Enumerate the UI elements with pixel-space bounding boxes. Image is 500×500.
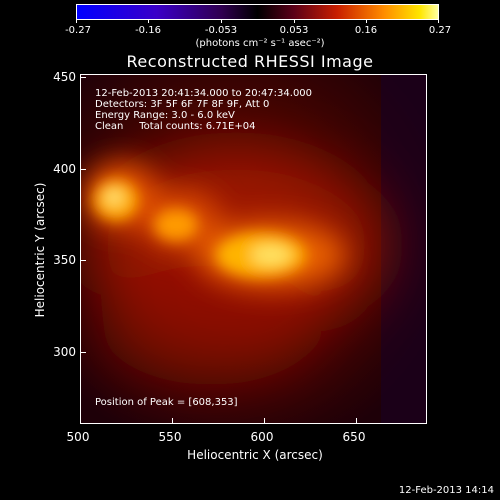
time-range: 12-Feb-2013 20:41:34.000 to 20:47:34.000 — [95, 88, 313, 99]
x-tick-label: 550 — [158, 430, 182, 444]
x-axis-label: Heliocentric X (arcsec) — [187, 448, 323, 462]
colorbar-tick — [366, 19, 367, 23]
x-tick — [264, 418, 265, 424]
colorbar-tick — [294, 19, 295, 23]
x-tick-label: 500 — [66, 430, 90, 444]
x-tick — [80, 418, 81, 424]
y-tick — [80, 77, 86, 78]
colorbar-label: -0.053 — [204, 25, 238, 36]
y-tick-label: 450 — [53, 70, 76, 84]
rhessi-image: 12-Feb-2013 20:41:34.000 to 20:47:34.000… — [80, 74, 427, 424]
y-tick — [80, 352, 86, 353]
colorbar-units: (photons cm⁻² s⁻¹ asec⁻²) — [195, 38, 325, 49]
x-tick — [172, 418, 173, 424]
colorbar-label: -0.16 — [135, 25, 161, 36]
clean-info: Clean Total counts: 6.71E+04 — [95, 121, 256, 132]
y-tick — [80, 169, 86, 170]
colorbar-tick — [148, 19, 149, 23]
x-tick-label: 650 — [342, 430, 366, 444]
detectors-info: Detectors: 3F 5F 6F 7F 8F 9F, Att 0 — [95, 99, 270, 110]
colorbar-label: 0.27 — [428, 25, 452, 36]
colorbar-tick — [438, 19, 439, 23]
peak-position: Position of Peak = [608,353] — [95, 397, 238, 408]
energy-range: Energy Range: 3.0 - 6.0 keV — [95, 110, 235, 121]
colorbar-tick — [221, 19, 222, 23]
y-tick-label: 400 — [53, 162, 76, 176]
y-tick — [80, 260, 86, 261]
colorbar — [76, 4, 439, 20]
y-tick-label: 300 — [53, 345, 76, 359]
y-axis-label: Heliocentric Y (arcsec) — [33, 182, 47, 318]
flare-image — [81, 75, 426, 423]
y-tick-label: 350 — [53, 253, 76, 267]
colorbar-label: 0.053 — [279, 25, 309, 36]
colorbar-tick — [76, 19, 77, 23]
footer-timestamp: 12-Feb-2013 14:14 — [398, 485, 494, 496]
x-tick-label: 600 — [250, 430, 274, 444]
colorbar-label: 0.16 — [354, 25, 378, 36]
image-title: Reconstructed RHESSI Image — [126, 52, 374, 71]
x-tick — [356, 418, 357, 424]
colorbar-label: -0.27 — [65, 25, 91, 36]
